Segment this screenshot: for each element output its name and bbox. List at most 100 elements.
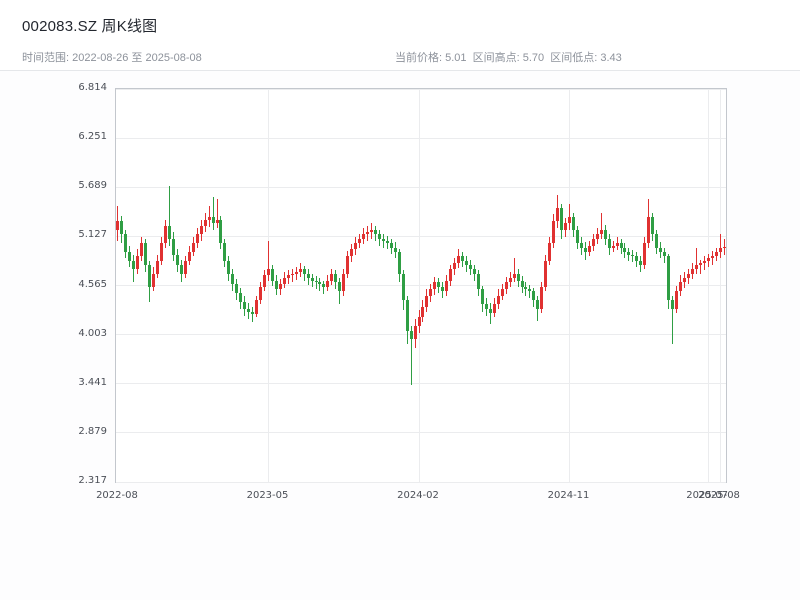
page-title: 002083.SZ 周K线图 bbox=[22, 18, 158, 35]
candle-body bbox=[124, 234, 128, 252]
candle-body bbox=[393, 247, 397, 252]
candle-body bbox=[401, 273, 405, 300]
candle-body bbox=[191, 243, 195, 252]
candle-body bbox=[591, 238, 595, 246]
candle-body bbox=[290, 273, 294, 276]
candle-body bbox=[263, 275, 267, 287]
candle-wick bbox=[529, 285, 531, 299]
x-tick-label: 2024-02 bbox=[397, 490, 439, 501]
x-tick-label: 2024-11 bbox=[547, 490, 590, 501]
candle-body bbox=[310, 278, 314, 281]
candle-body bbox=[643, 243, 647, 265]
candle-body bbox=[722, 246, 726, 249]
h-gridline bbox=[116, 88, 726, 90]
candle-body bbox=[706, 258, 710, 261]
candle-body bbox=[373, 230, 377, 235]
candle-body bbox=[306, 273, 310, 279]
candle-body bbox=[579, 243, 583, 248]
candle-body bbox=[286, 275, 290, 279]
candle-body bbox=[540, 286, 544, 309]
candle-body bbox=[690, 269, 694, 274]
candle-body bbox=[461, 256, 465, 261]
candle-body bbox=[144, 243, 148, 265]
candle-body bbox=[259, 286, 263, 300]
candle-body bbox=[195, 234, 199, 244]
candle-body bbox=[318, 282, 322, 285]
candle-body bbox=[595, 234, 599, 239]
h-gridline bbox=[116, 432, 726, 434]
candle-body bbox=[587, 245, 591, 252]
time-range-text: 时间范围: 2022-08-26 至 2025-08-08 bbox=[22, 52, 202, 64]
candle-body bbox=[413, 326, 417, 340]
v-gridline bbox=[707, 89, 709, 482]
candle-body bbox=[615, 243, 619, 246]
candle-body bbox=[136, 256, 140, 270]
candle-wick bbox=[699, 259, 701, 274]
v-gridline bbox=[719, 89, 721, 482]
candle-body bbox=[362, 234, 366, 239]
candle-body bbox=[179, 265, 183, 274]
candle-body bbox=[659, 247, 663, 252]
candle-body bbox=[358, 238, 362, 244]
candle-wick bbox=[252, 306, 254, 322]
chart-header: 002083.SZ 周K线图 时间范围: 2022-08-26 至 2025-0… bbox=[0, 0, 800, 71]
candle-body bbox=[381, 238, 385, 241]
candle-body bbox=[651, 216, 655, 235]
candle-body bbox=[235, 284, 239, 293]
candle-body bbox=[354, 243, 358, 250]
candle-body bbox=[282, 278, 286, 285]
candle-body bbox=[671, 299, 675, 309]
candle-body bbox=[476, 273, 480, 290]
candle-wick bbox=[703, 256, 705, 271]
candle-body bbox=[334, 273, 338, 283]
candle-body bbox=[718, 247, 722, 252]
h-gridline bbox=[116, 334, 726, 336]
y-tick-label: 4.565 bbox=[78, 278, 107, 290]
candle-body bbox=[167, 225, 171, 239]
candle-wick bbox=[291, 268, 293, 283]
candle-body bbox=[247, 308, 251, 313]
v-gridline bbox=[569, 89, 571, 482]
candle-body bbox=[274, 280, 278, 290]
candle-body bbox=[160, 243, 164, 261]
candle-body bbox=[694, 265, 698, 270]
candle-body bbox=[465, 260, 469, 265]
candle-body bbox=[623, 247, 627, 252]
candle-body bbox=[678, 282, 682, 292]
candle-body bbox=[500, 289, 504, 296]
candle-wick bbox=[600, 212, 602, 239]
candle-body bbox=[647, 216, 651, 244]
h-gridline bbox=[116, 383, 726, 385]
candle-body bbox=[397, 251, 401, 274]
y-tick-label: 6.251 bbox=[78, 131, 107, 143]
candle-body bbox=[453, 263, 457, 270]
candle-wick bbox=[711, 251, 713, 265]
h-gridline bbox=[116, 137, 726, 139]
candle-body bbox=[635, 256, 639, 261]
candle-wick bbox=[513, 258, 515, 283]
v-gridline bbox=[418, 89, 420, 482]
candle-body bbox=[171, 238, 175, 255]
candle-body bbox=[342, 273, 346, 292]
x-tick-label: 2022-08 bbox=[96, 490, 138, 501]
candle-body bbox=[575, 230, 579, 244]
candle-body bbox=[187, 251, 191, 261]
x-tick-label: 2025-07 bbox=[686, 490, 729, 501]
candle-body bbox=[524, 286, 528, 290]
candle-body bbox=[425, 295, 429, 307]
candle-body bbox=[350, 249, 354, 257]
candle-body bbox=[148, 265, 152, 287]
candle-body bbox=[409, 330, 413, 340]
candle-wick bbox=[216, 199, 218, 229]
y-tick-label: 5.127 bbox=[78, 229, 107, 241]
kline-figure: 2.317 2.879 3.441 4.003 4.565 5.127 5.689 6.251… bbox=[0, 71, 800, 600]
candle-body bbox=[710, 256, 714, 258]
candle-body bbox=[251, 312, 255, 314]
candle-body bbox=[457, 256, 461, 264]
y-tick-label: 3.441 bbox=[78, 376, 107, 388]
candle-body bbox=[298, 269, 302, 272]
candle-body bbox=[338, 282, 342, 292]
candle-body bbox=[405, 299, 409, 331]
candle-body bbox=[544, 260, 548, 287]
h-gridline bbox=[116, 235, 726, 237]
